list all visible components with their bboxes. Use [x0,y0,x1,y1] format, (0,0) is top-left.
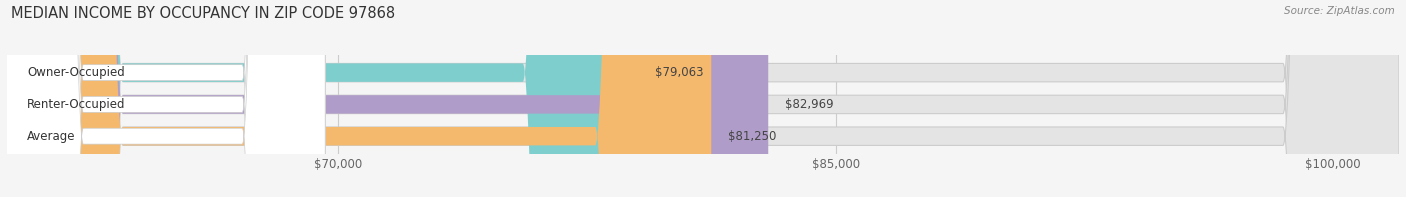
FancyBboxPatch shape [0,0,325,197]
FancyBboxPatch shape [7,0,768,197]
FancyBboxPatch shape [7,0,711,197]
Text: MEDIAN INCOME BY OCCUPANCY IN ZIP CODE 97868: MEDIAN INCOME BY OCCUPANCY IN ZIP CODE 9… [11,6,395,21]
Text: Owner-Occupied: Owner-Occupied [27,66,125,79]
FancyBboxPatch shape [7,0,1399,197]
FancyBboxPatch shape [0,0,325,197]
Text: $82,969: $82,969 [785,98,834,111]
Text: Average: Average [27,130,76,143]
Text: $79,063: $79,063 [655,66,704,79]
Text: $81,250: $81,250 [728,130,776,143]
Text: Renter-Occupied: Renter-Occupied [27,98,125,111]
Text: Source: ZipAtlas.com: Source: ZipAtlas.com [1284,6,1395,16]
FancyBboxPatch shape [7,0,1399,197]
FancyBboxPatch shape [0,0,325,197]
FancyBboxPatch shape [7,0,1399,197]
FancyBboxPatch shape [7,0,638,197]
